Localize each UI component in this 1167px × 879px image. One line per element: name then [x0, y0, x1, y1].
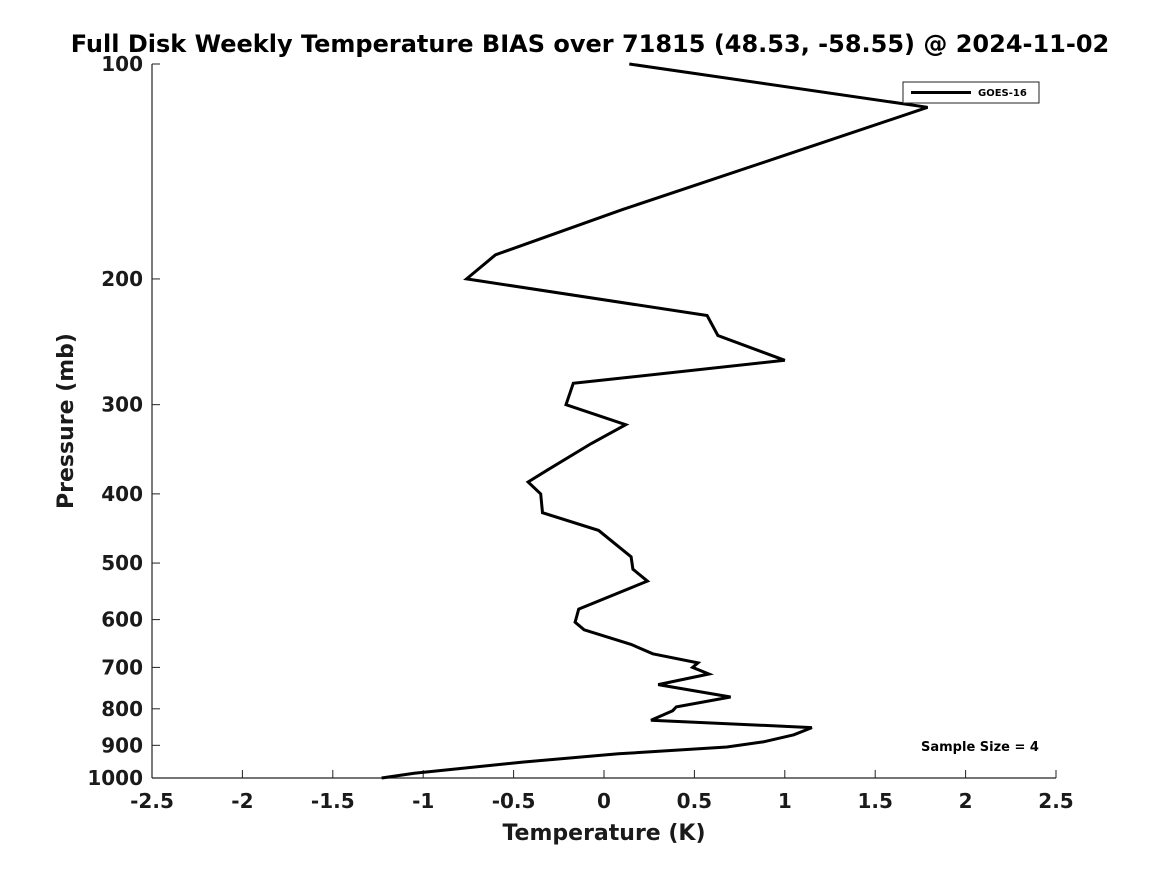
series-layer — [381, 62, 929, 780]
chart-title: Full Disk Weekly Temperature BIAS over 7… — [71, 30, 1110, 58]
y-axis-label: Pressure (mb) — [54, 333, 79, 509]
x-tick-label: -2 — [231, 789, 253, 813]
x-ticks: -2.5 -2 -1.5 -1 -0.5 0 0.5 1 1.5 2 2.5 — [130, 770, 1074, 813]
x-tick-label: 1 — [778, 789, 792, 813]
series-line-goes-16 — [381, 62, 929, 780]
x-tick-label: -2.5 — [130, 789, 174, 813]
y-tick-label: 500 — [101, 551, 143, 575]
y-tick-label: 600 — [101, 608, 143, 632]
legend: GOES-16 — [902, 81, 1040, 104]
y-axis: 100 200 300 400 500 600 700 800 900 1000 — [87, 52, 160, 790]
y-tick-label: 900 — [101, 733, 143, 757]
y-tick-label: 100 — [101, 52, 143, 76]
x-tick-label: -1.5 — [311, 789, 355, 813]
sample-size-annotation: Sample Size = 4 — [921, 740, 1039, 755]
y-tick-label: 200 — [101, 267, 143, 291]
x-axis: -2.5 -2 -1.5 -1 -0.5 0 0.5 1 1.5 2 2.5 — [130, 770, 1074, 813]
x-tick-label: -1 — [412, 789, 434, 813]
y-tick-label: 1000 — [87, 766, 143, 790]
y-tick-label: 400 — [101, 482, 143, 506]
x-axis-label: Temperature (K) — [502, 821, 705, 846]
y-tick-label: 300 — [101, 393, 143, 417]
y-ticks: 100 200 300 400 500 600 700 800 900 1000 — [87, 52, 160, 790]
x-tick-label: 0.5 — [677, 789, 712, 813]
x-tick-label: -0.5 — [492, 789, 536, 813]
y-tick-label: 800 — [101, 697, 143, 721]
x-tick-label: 0 — [597, 789, 611, 813]
x-tick-label: 2 — [959, 789, 973, 813]
x-tick-label: 1.5 — [857, 789, 892, 813]
y-tick-label: 700 — [101, 655, 143, 679]
x-tick-label: 2.5 — [1038, 789, 1073, 813]
legend-entry-goes-16: GOES-16 — [978, 88, 1027, 99]
